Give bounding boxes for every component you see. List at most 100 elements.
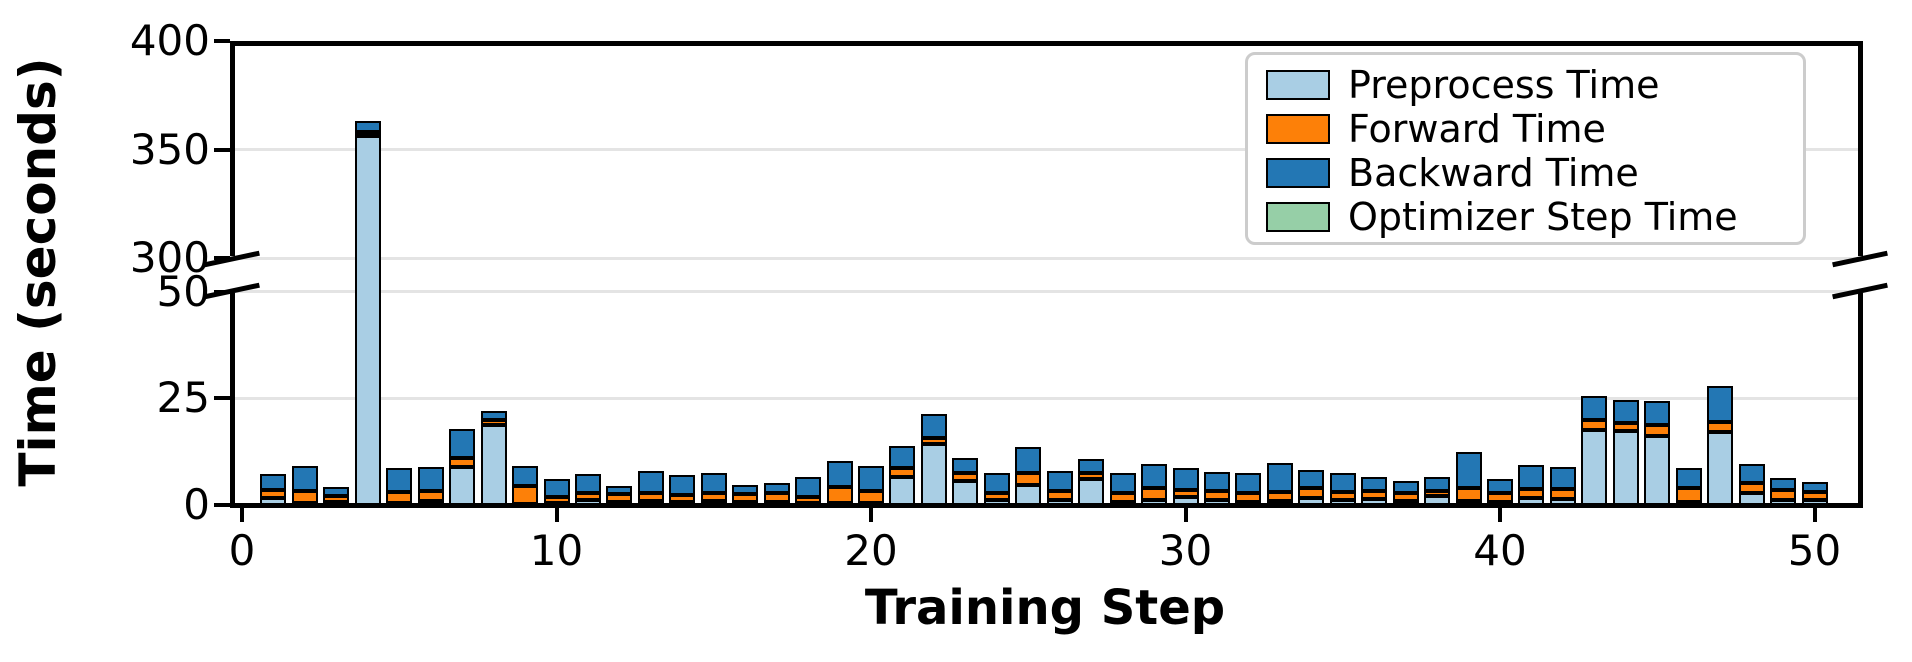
bar-step25-preprocess [1015, 484, 1042, 505]
y-tick-label-0: 0 [183, 480, 210, 529]
bar-step45-preprocess [1644, 436, 1671, 505]
bar-step22-backward [920, 414, 947, 438]
x-tick-label-10: 10 [529, 526, 584, 575]
bar-step44-backward [1612, 399, 1639, 424]
bar-step8-backward [480, 411, 507, 420]
bar-step22-forward [920, 437, 947, 445]
y-tick-label-300: 300 [129, 233, 210, 282]
bar-step43-backward [1581, 396, 1608, 421]
bar-step36-backward [1361, 476, 1388, 491]
y-tick-300 [214, 256, 230, 260]
legend-swatch-preprocess [1266, 70, 1330, 100]
bar-step48-backward [1738, 464, 1765, 483]
legend-label: Backward Time [1348, 151, 1639, 195]
bar-step26-forward [1046, 490, 1073, 500]
bar-step19-forward [826, 486, 853, 503]
bottom-spine [230, 503, 1862, 508]
bar-step34-forward [1298, 488, 1325, 499]
bar-step33-forward [1266, 492, 1293, 501]
left-spine-upper [230, 41, 235, 256]
bar-step25-backward [1015, 447, 1042, 473]
bar-step42-forward [1549, 489, 1576, 500]
bar-step33-backward [1266, 462, 1293, 493]
x-tick-40 [1498, 505, 1502, 522]
bar-step46-backward [1675, 468, 1702, 489]
bar-step17-backward [763, 482, 790, 494]
bar-step18-backward [795, 476, 822, 498]
legend-item-forward-time: Forward Time [1266, 107, 1803, 151]
gridline-300 [230, 256, 1858, 260]
bar-step35-backward [1329, 473, 1356, 492]
bar-step41-forward [1518, 489, 1545, 499]
x-tick-0 [240, 505, 244, 522]
bar-step27-backward [1078, 459, 1105, 474]
y-tick-0 [214, 503, 230, 507]
bar-step39-forward [1455, 488, 1482, 501]
x-tick-label-40: 40 [1473, 526, 1527, 575]
bar-step11-backward [574, 474, 601, 493]
bar-step21-backward [889, 445, 916, 469]
bar-step23-preprocess [952, 481, 979, 505]
bar-step11-forward [574, 492, 601, 500]
bar-step3-backward [323, 487, 350, 496]
gridline-50 [230, 290, 1858, 293]
bar-step44-preprocess [1612, 431, 1639, 505]
bar-step13-forward [637, 492, 664, 501]
bar-step23-forward [952, 473, 979, 482]
bar-step27-preprocess [1078, 479, 1105, 505]
right-spine-upper [1858, 41, 1863, 256]
bar-step29-backward [1141, 463, 1168, 489]
legend: Preprocess Time Forward Time Backward Time… [1245, 52, 1806, 245]
x-tick-label-0: 0 [228, 526, 256, 575]
bar-step38-backward [1424, 477, 1451, 491]
bar-step24-backward [983, 473, 1010, 493]
bar-step20-backward [858, 465, 884, 491]
bar-step2-backward [291, 466, 318, 491]
bar-step45-forward [1644, 425, 1671, 437]
bar-step43-forward [1581, 420, 1608, 431]
bar-step4-forward [354, 131, 381, 137]
bar-step30-backward [1172, 468, 1199, 491]
bar-step50-backward [1801, 482, 1828, 492]
bar-step46-forward [1675, 488, 1702, 502]
x-tick-20 [869, 505, 873, 522]
bar-step14-backward [669, 475, 696, 496]
bar-step47-backward [1707, 386, 1734, 422]
bar-step29-forward [1141, 488, 1168, 500]
left-spine-lower [230, 293, 235, 508]
bar-step36-forward [1361, 490, 1388, 500]
bar-step47-forward [1707, 421, 1734, 432]
bar-step13-backward [637, 470, 664, 493]
bar-step15-forward [700, 493, 727, 501]
bar-step5-forward [386, 492, 413, 503]
bar-step40-forward [1487, 493, 1513, 502]
y-tick-label-350: 350 [129, 124, 210, 174]
bar-step47-preprocess [1707, 431, 1734, 505]
bar-step32-forward [1235, 493, 1262, 502]
bar-step25-forward [1015, 472, 1042, 485]
bar-step10-forward [543, 496, 570, 503]
bar-step9-backward [512, 466, 539, 487]
bar-step9-forward [512, 486, 539, 505]
legend-swatch-backward [1266, 158, 1330, 188]
bar-step27-forward [1078, 473, 1105, 480]
bar-step35-forward [1329, 491, 1356, 500]
legend-item-backward-time: Backward Time [1266, 151, 1803, 195]
bar-step7-backward [449, 428, 476, 458]
bar-step50-forward [1801, 491, 1828, 500]
bar-step6-forward [417, 490, 444, 501]
bar-step10-backward [543, 479, 570, 497]
bar-step22-preprocess [920, 444, 947, 505]
bar-step1-forward [260, 490, 287, 498]
bar-step12-backward [606, 486, 633, 495]
bar-step38-forward [1424, 490, 1451, 497]
y-tick-50 [214, 289, 230, 294]
x-tick-label-20: 20 [844, 526, 898, 575]
bar-step7-forward [449, 457, 476, 467]
gridline-25 [230, 396, 1858, 400]
bar-step26-backward [1046, 471, 1073, 491]
bar-step44-forward [1612, 423, 1639, 432]
bar-step14-forward [669, 495, 696, 502]
bar-step5-backward [386, 468, 413, 493]
